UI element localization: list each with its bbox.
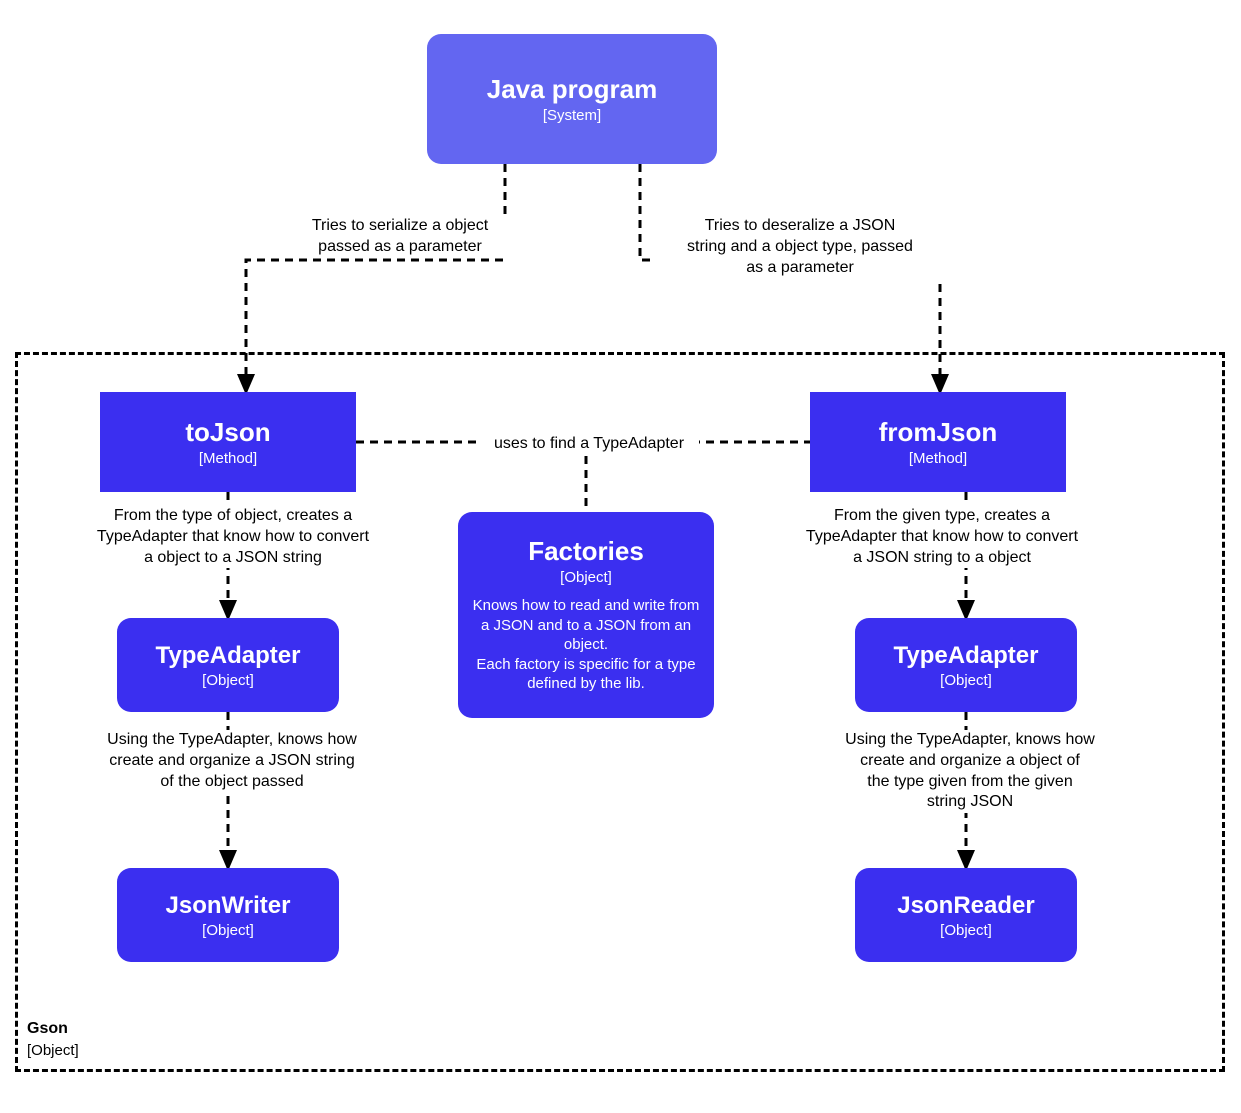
node-sub: [System]: [543, 107, 601, 124]
node-title: TypeAdapter: [156, 642, 301, 670]
node-title: Factories: [528, 536, 644, 567]
edge-label-uses-factories: uses to find a TypeAdapter: [479, 434, 699, 455]
node-title: JsonWriter: [166, 892, 291, 920]
edge-label-deserialize: Tries to deseralize a JSONstring and a o…: [650, 216, 950, 278]
node-sub: [Method]: [909, 450, 967, 467]
edge-label-fromjson-typeadapter: From the given type, creates aTypeAdapte…: [782, 506, 1102, 568]
node-sub: [Object]: [940, 922, 992, 939]
gson-container-sub: [Object]: [27, 1042, 79, 1059]
node-sub: [Object]: [560, 569, 612, 586]
edge-label-typeadapter-jsonwriter: Using the TypeAdapter, knows howcreate a…: [82, 730, 382, 792]
edge-label-typeadapter-jsonreader: Using the TypeAdapter, knows howcreate a…: [820, 730, 1120, 813]
node-title: TypeAdapter: [894, 642, 1039, 670]
node-typeadapter-right: TypeAdapter [Object]: [855, 618, 1077, 712]
node-title: fromJson: [879, 417, 997, 448]
node-title: toJson: [185, 417, 270, 448]
node-title: JsonReader: [897, 892, 1034, 920]
node-desc: Knows how to read and write from a JSON …: [458, 596, 714, 694]
edge-label-serialize: Tries to serialize a objectpassed as a p…: [270, 216, 530, 258]
node-sub: [Object]: [940, 672, 992, 689]
gson-container-title: Gson: [27, 1020, 68, 1038]
node-fromjson: fromJson [Method]: [810, 392, 1066, 492]
node-sub: [Object]: [202, 672, 254, 689]
edge-label-tojson-typeadapter: From the type of object, creates aTypeAd…: [78, 506, 388, 568]
node-title: Java program: [487, 74, 658, 105]
node-jsonreader: JsonReader [Object]: [855, 868, 1077, 962]
node-sub: [Object]: [202, 922, 254, 939]
node-typeadapter-left: TypeAdapter [Object]: [117, 618, 339, 712]
node-tojson: toJson [Method]: [100, 392, 356, 492]
node-jsonwriter: JsonWriter [Object]: [117, 868, 339, 962]
node-sub: [Method]: [199, 450, 257, 467]
node-java-program: Java program [System]: [427, 34, 717, 164]
node-factories: Factories [Object] Knows how to read and…: [458, 512, 714, 718]
